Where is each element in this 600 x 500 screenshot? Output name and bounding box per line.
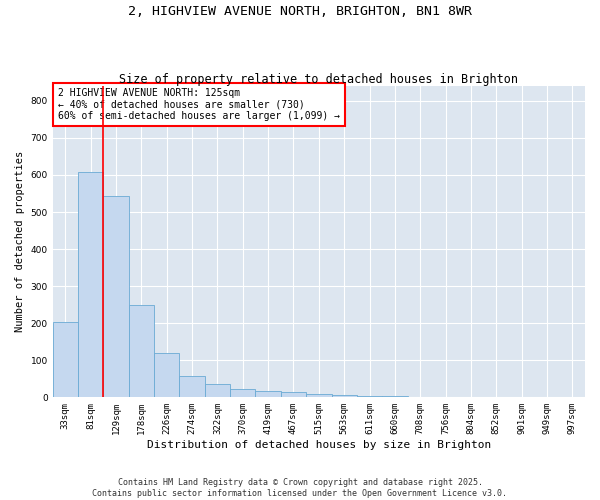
Title: Size of property relative to detached houses in Brighton: Size of property relative to detached ho…	[119, 73, 518, 86]
Bar	[332, 396, 357, 398]
Bar	[53, 322, 78, 398]
Text: Contains HM Land Registry data © Crown copyright and database right 2025.
Contai: Contains HM Land Registry data © Crown c…	[92, 478, 508, 498]
Text: 2 HIGHVIEW AVENUE NORTH: 125sqm
← 40% of detached houses are smaller (730)
60% o: 2 HIGHVIEW AVENUE NORTH: 125sqm ← 40% of…	[58, 88, 340, 121]
Bar	[407, 396, 433, 398]
Y-axis label: Number of detached properties: Number of detached properties	[15, 151, 25, 332]
Bar	[205, 384, 230, 398]
Bar	[129, 304, 154, 398]
Bar	[382, 396, 407, 398]
Bar	[357, 396, 382, 398]
Bar	[433, 396, 458, 398]
Text: 2, HIGHVIEW AVENUE NORTH, BRIGHTON, BN1 8WR: 2, HIGHVIEW AVENUE NORTH, BRIGHTON, BN1 …	[128, 5, 472, 18]
X-axis label: Distribution of detached houses by size in Brighton: Distribution of detached houses by size …	[147, 440, 491, 450]
Bar	[179, 376, 205, 398]
Bar	[281, 392, 306, 398]
Bar	[230, 389, 256, 398]
Bar	[103, 196, 129, 398]
Bar	[78, 172, 103, 398]
Bar	[154, 353, 179, 398]
Bar	[306, 394, 332, 398]
Bar	[256, 390, 281, 398]
